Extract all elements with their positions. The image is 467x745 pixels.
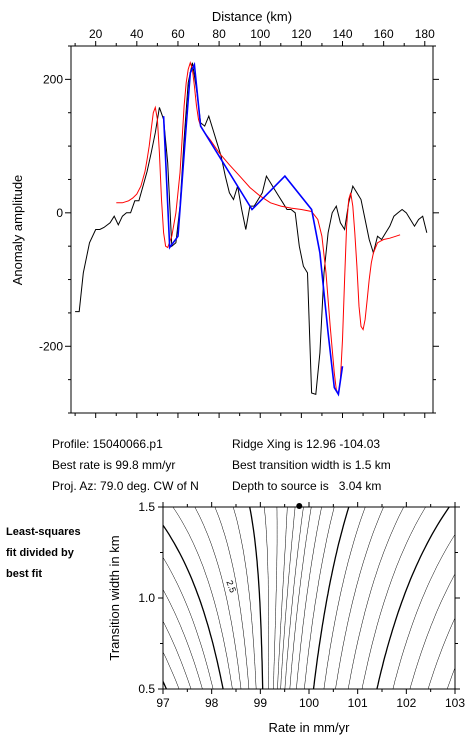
side-note: Least-squares fit divided by best fit — [6, 526, 81, 580]
best-fit-marker — [296, 503, 303, 509]
misfit-contour-left — [232, 507, 257, 689]
misfit-contour-right — [376, 507, 450, 689]
width-tick-label: 1.5 — [138, 500, 155, 514]
misfit-contour-right — [347, 507, 404, 689]
misfit-contour-right — [409, 573, 455, 689]
distance-tick-label: 180 — [415, 27, 435, 41]
rate-tick-label: 97 — [156, 696, 170, 710]
misfit-contour-right — [427, 617, 455, 689]
misfit-contour-left — [163, 651, 180, 689]
ridge-crossing: Ridge Xing is 12.96 -104.03 — [232, 437, 380, 451]
rate-tick-label: 103 — [445, 696, 465, 710]
misfit-contour-right — [323, 507, 366, 689]
misfit-contour-left — [172, 507, 233, 689]
rate-axis-title: Rate in mm/yr — [269, 720, 351, 735]
fit-segment-line — [162, 61, 344, 397]
width-axis-title: Transition width in km — [107, 535, 122, 660]
distance-tick-label: 60 — [171, 27, 185, 41]
source-depth: Depth to source is 3.04 km — [232, 479, 381, 493]
distance-tick-label: 40 — [130, 27, 144, 41]
profile-info: Profile: 15040066.p1 Best rate is 99.8 m… — [52, 437, 391, 493]
rate-tick-label: 99 — [254, 696, 268, 710]
contour-plot-frame — [162, 506, 456, 690]
amplitude-tick-label: -200 — [39, 339, 63, 353]
misfit-contour-left — [277, 507, 288, 689]
distance-tick-label: 160 — [374, 27, 394, 41]
side-note-line-2: fit divided by — [6, 547, 75, 559]
anomaly-plot: 20 40 60 80 100 120 140 160 180 200 0 -200 Distance… — [10, 9, 439, 418]
width-tick-label: 0.5 — [138, 682, 155, 696]
misfit-contour-left — [264, 507, 269, 689]
misfit-contour-right — [304, 507, 335, 689]
contour-value-label: 2.5 — [224, 579, 238, 594]
misfit-contour-right — [392, 533, 455, 689]
amplitude-tick-label: 0 — [56, 206, 63, 220]
side-note-line-3: best fit — [6, 568, 42, 580]
rate-tick-label: 102 — [396, 696, 416, 710]
distance-tick-label: 80 — [212, 27, 226, 41]
misfit-contour-right — [284, 507, 304, 689]
misfit-contour-left — [249, 507, 264, 689]
anomaly-axes-ticks: 20 40 60 80 100 120 140 160 180 200 0 -200 — [39, 27, 439, 418]
misfit-contour-right — [296, 507, 322, 689]
profile-id: Profile: 15040066.p1 — [52, 437, 163, 451]
misfit-contour-left — [163, 524, 224, 689]
distance-axis-title: Distance (km) — [212, 9, 292, 24]
rate-tick-label: 100 — [299, 696, 319, 710]
best-rate: Best rate is 99.8 mm/yr — [52, 458, 175, 472]
side-note-line-1: Least-squares — [6, 526, 81, 538]
misfit-contour-left — [163, 588, 203, 689]
distance-tick-label: 100 — [250, 27, 270, 41]
misfit-contour-left — [273, 507, 278, 689]
misfit-contours — [0, 507, 455, 689]
best-transition-width: Best transition width is 1.5 km — [232, 458, 391, 472]
misfit-contour-plot: 97 98 99 100 101 102 103 0.5 1.0 1.5 2.5 Rate in … — [0, 500, 465, 735]
distance-tick-label: 20 — [89, 27, 103, 41]
misfit-contour-left — [0, 507, 3, 689]
misfit-contour-left — [163, 556, 214, 689]
misfit-contour-right — [312, 507, 350, 689]
width-tick-label: 1.0 — [138, 591, 155, 605]
observed-anomaly-line — [75, 62, 428, 395]
misfit-contour-left — [214, 507, 250, 689]
anomaly-axis-title: Anomaly amplitude — [10, 175, 25, 286]
misfit-contour-left — [194, 507, 242, 689]
rate-tick-label: 98 — [205, 696, 219, 710]
projection-azimuth: Proj. Az: 79.0 deg. CW of N — [52, 479, 199, 493]
distance-tick-label: 120 — [291, 27, 311, 41]
misfit-contour-left — [163, 620, 192, 689]
misfit-contour-right — [335, 507, 384, 689]
anomaly-plot-frame — [70, 45, 434, 414]
rate-tick-label: 101 — [348, 696, 368, 710]
distance-tick-label: 140 — [332, 27, 352, 41]
misfit-contour-left — [280, 507, 296, 689]
misfit-contour-right — [289, 507, 312, 689]
model-anomaly-line — [116, 61, 401, 397]
contour-axes-ticks: 97 98 99 100 101 102 103 0.5 1.0 1.5 — [138, 500, 465, 710]
misfit-contour-right — [361, 507, 426, 689]
amplitude-tick-label: 200 — [43, 72, 63, 86]
